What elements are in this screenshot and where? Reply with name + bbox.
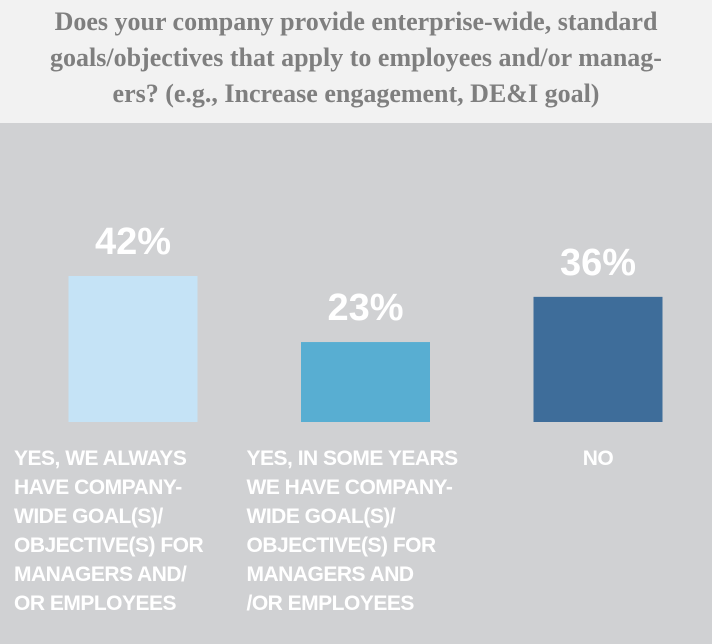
category-label: YES, WE ALWAYS HAVE COMPANY- WIDE GOAL(S… — [14, 447, 204, 615]
bar — [301, 342, 430, 422]
bar — [533, 296, 663, 422]
chart-title: Does your company provide enterprise-wid… — [50, 7, 662, 108]
header: Does your company provide enterprise-wid… — [0, 0, 712, 123]
value-label: 36% — [560, 242, 636, 284]
value-label: 23% — [327, 287, 403, 329]
category-label: YES, IN SOME YEARS WE HAVE COMPANY- WIDE… — [246, 447, 459, 615]
bar — [68, 276, 198, 422]
value-label: 42% — [95, 221, 171, 263]
category-label: NO — [582, 447, 614, 470]
